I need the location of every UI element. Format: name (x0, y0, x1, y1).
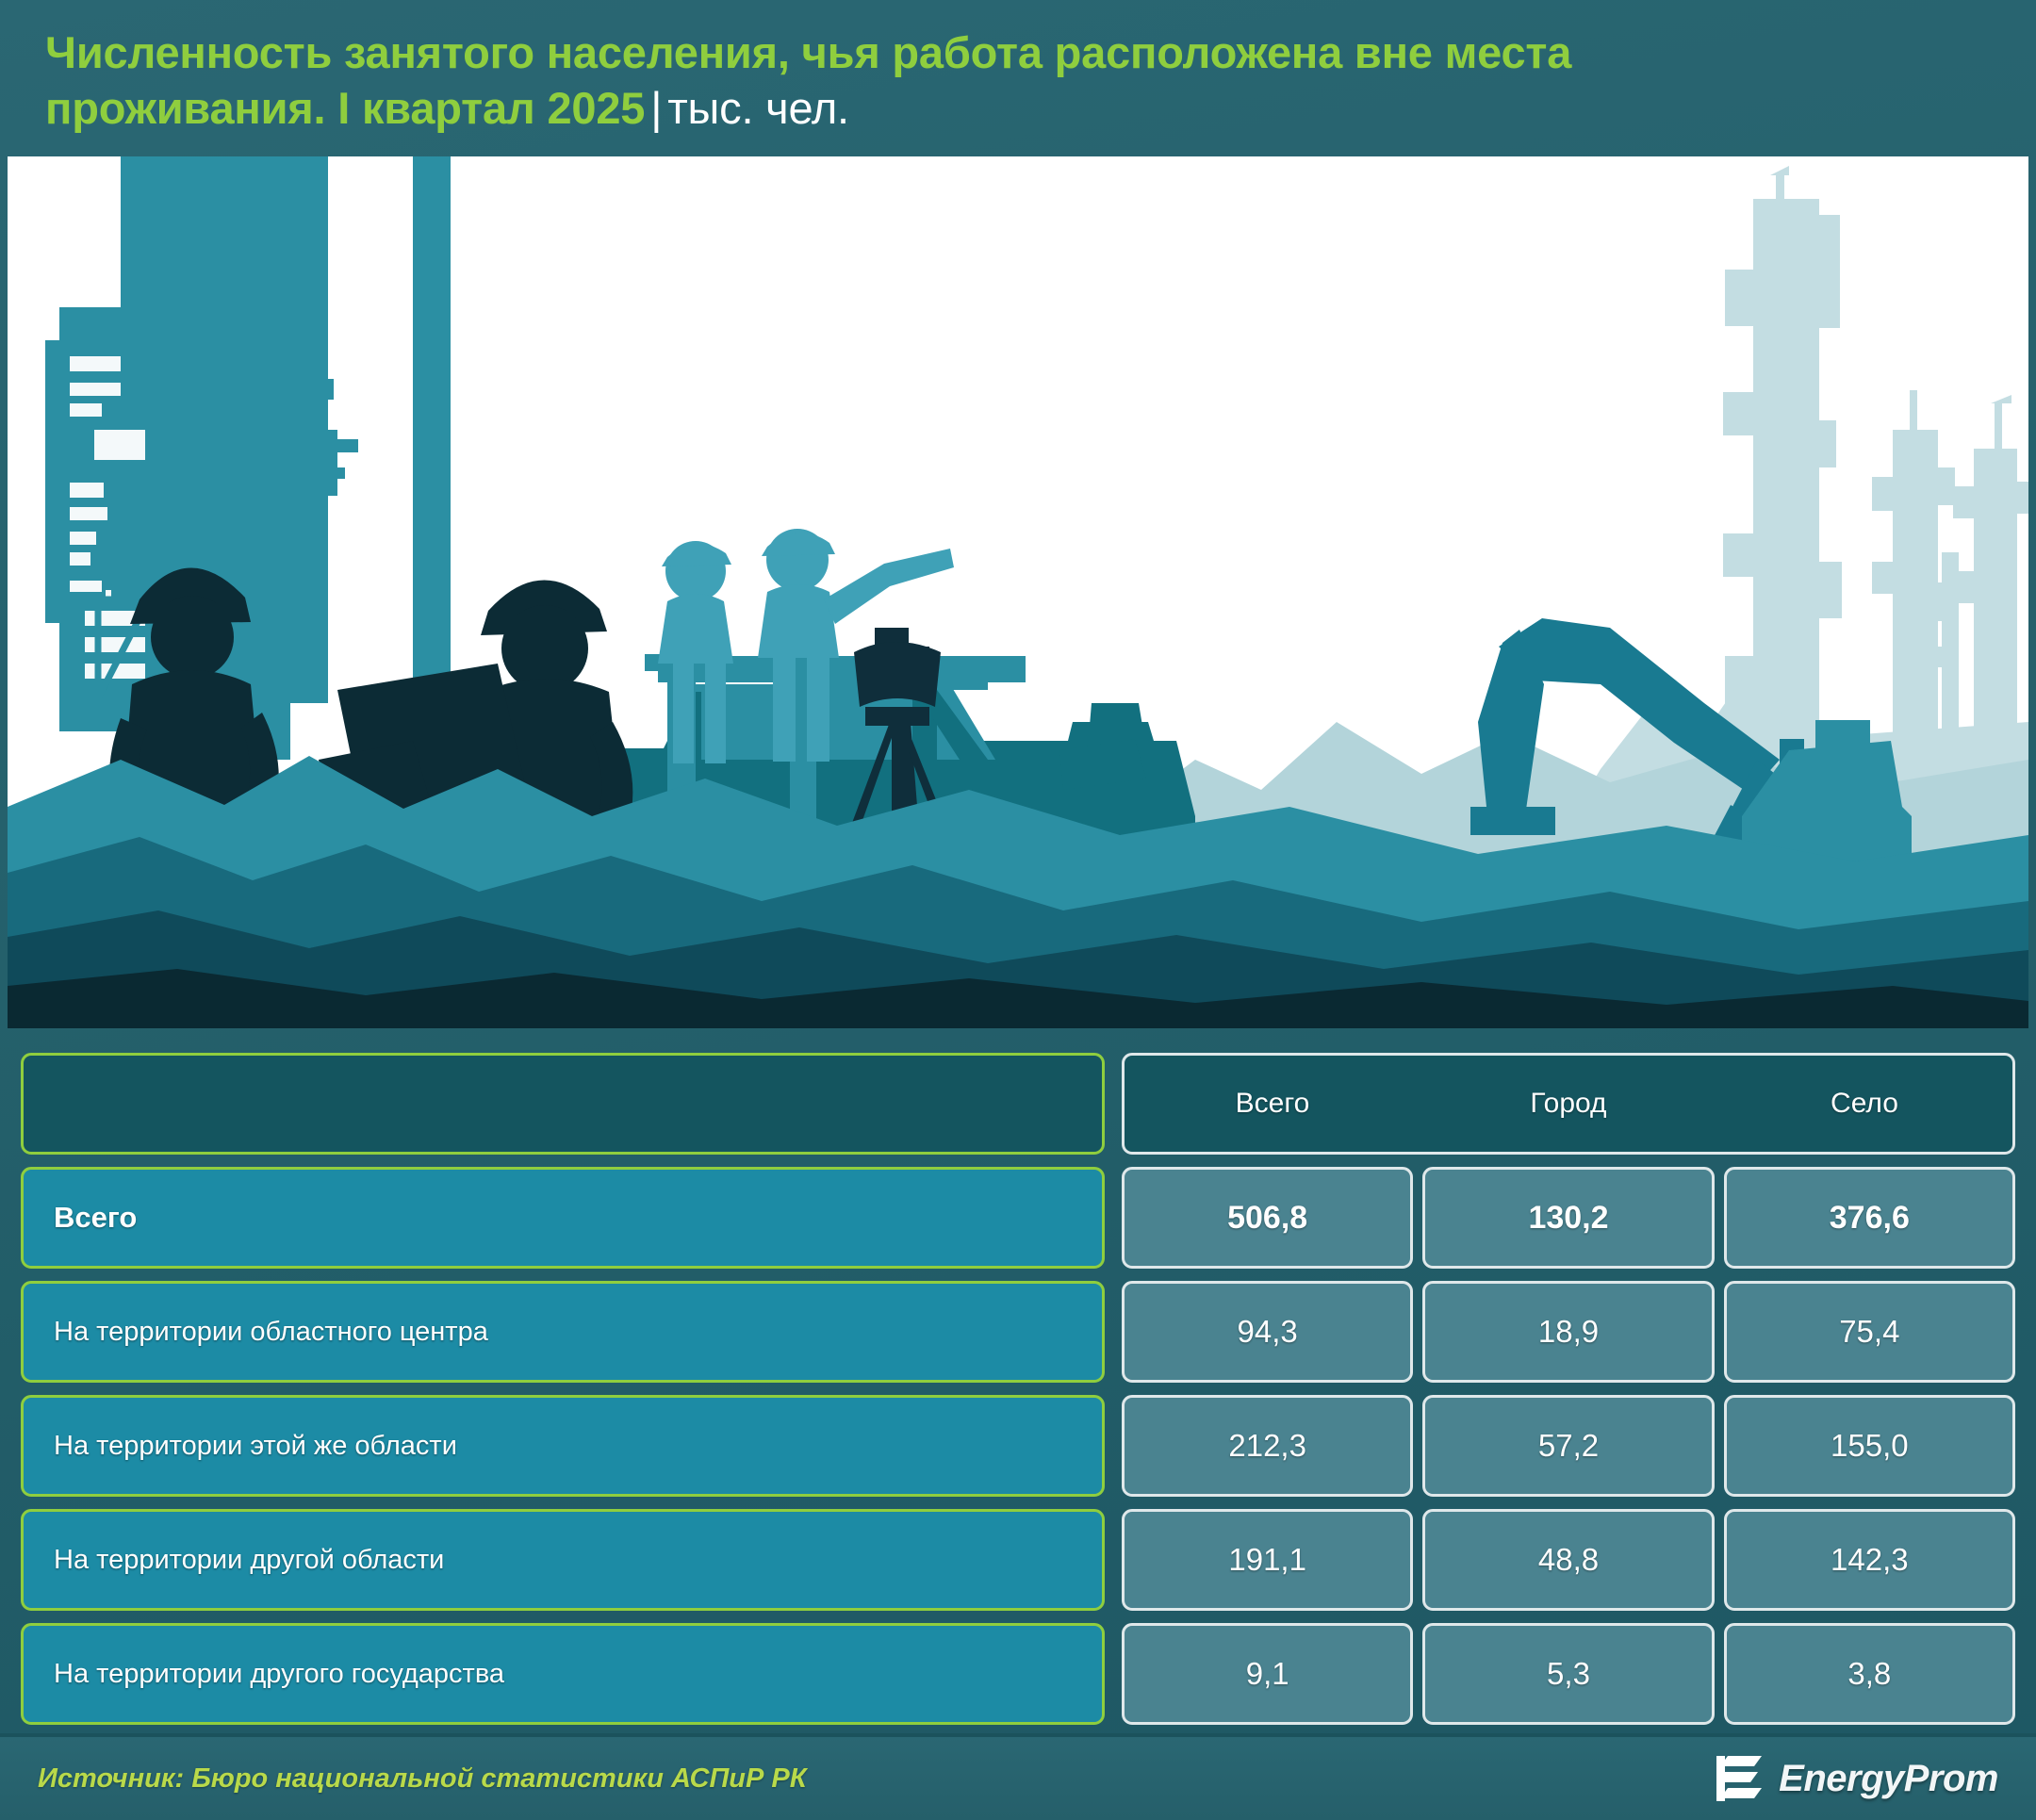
source-note: Источник: Бюро национальной статистики А… (38, 1763, 807, 1794)
cell-total-city: 130,2 (1422, 1167, 1715, 1269)
column-header-total: Всего (1235, 1088, 1310, 1119)
hero-illustration (8, 156, 2028, 1028)
cell-other-country-total: 9,1 (1122, 1623, 1414, 1725)
table-row: 191,1 48,8 142,3 (1122, 1509, 2015, 1611)
brand-name: EnergyProm (1779, 1757, 1998, 1799)
worker-light-2 (758, 529, 954, 762)
row-label-column: Всего На территории областного центра На… (21, 1053, 1105, 1728)
cell-same-region-city: 57,2 (1422, 1395, 1715, 1497)
cell-regional-center-total: 94,3 (1122, 1281, 1414, 1383)
cell-other-region-village: 142,3 (1723, 1509, 2015, 1611)
ground-layer-4 (8, 969, 2028, 1028)
cell-total-village: 376,6 (1723, 1167, 2015, 1269)
cell-other-country-village: 3,8 (1723, 1623, 2015, 1725)
value-columns: Всего Город Село 506,8 130,2 376,6 94,3 … (1122, 1053, 2015, 1728)
row-label-same-region: На территории этой же области (21, 1395, 1105, 1497)
table-row: 506,8 130,2 376,6 (1122, 1167, 2015, 1269)
row-label-regional-center: На территории областного центра (21, 1281, 1105, 1383)
table-row: 212,3 57,2 155,0 (1122, 1395, 2015, 1497)
brand-logo[interactable]: EnergyProm (1715, 1752, 2011, 1805)
row-header-blank (21, 1053, 1105, 1155)
table-row: 9,1 5,3 3,8 (1122, 1623, 2015, 1725)
cell-same-region-total: 212,3 (1122, 1395, 1414, 1497)
title-unit: тыс. чел. (667, 83, 849, 134)
title-separator: | (650, 83, 663, 134)
column-header-village: Село (1831, 1088, 1898, 1119)
cell-other-region-total: 191,1 (1122, 1509, 1414, 1611)
table-row: 94,3 18,9 75,4 (1122, 1281, 2015, 1383)
cell-same-region-village: 155,0 (1723, 1395, 2015, 1497)
machine-arm (279, 366, 334, 400)
worker-light-1 (658, 541, 733, 763)
timber-stack (1059, 739, 1146, 790)
cell-other-region-city: 48,8 (1422, 1509, 1715, 1611)
page-title-line-1: Численность занятого населения, чья рабо… (45, 27, 1572, 77)
energyprom-e-icon (1716, 1756, 1763, 1801)
column-header-city: Город (1530, 1088, 1607, 1119)
data-table: Всего На территории областного центра На… (0, 1028, 2036, 1733)
cell-regional-center-village: 75,4 (1723, 1281, 2015, 1383)
cell-regional-center-city: 18,9 (1422, 1281, 1715, 1383)
page-title-period: проживания. I квартал 2025 (45, 83, 646, 134)
column-headers-row: Всего Город Село (1122, 1053, 2015, 1155)
row-label-other-country: На территории другого государства (21, 1623, 1105, 1725)
footer: Источник: Бюро национальной статистики А… (0, 1733, 2036, 1820)
cell-total-total: 506,8 (1122, 1167, 1414, 1269)
title-block: Численность занятого населения, чья рабо… (0, 0, 2036, 156)
construction-scene-svg (8, 156, 2028, 1028)
row-label-other-region: На территории другой области (21, 1509, 1105, 1611)
row-label-total: Всего (21, 1167, 1105, 1269)
cell-other-country-city: 5,3 (1422, 1623, 1715, 1725)
page-title-line-2: проживания. I квартал 2025 | тыс. чел. (45, 80, 1998, 136)
